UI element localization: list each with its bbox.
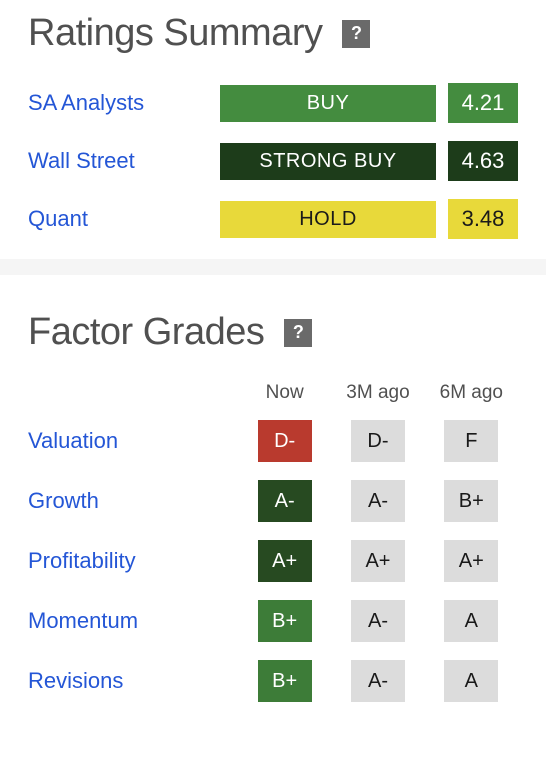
rating-score: 4.21 (448, 83, 518, 123)
factor-link[interactable]: Profitability (28, 548, 238, 574)
factor-link[interactable]: Valuation (28, 428, 238, 454)
grade-cell-wrap: A+ (331, 540, 424, 582)
grade-cell: D- (351, 420, 405, 462)
grade-cell: B+ (258, 600, 312, 642)
grade-cell-wrap: A+ (238, 540, 331, 582)
rating-source-link[interactable]: Quant (28, 206, 208, 232)
ratings-rows-container: SA Analysts BUY 4.21 Wall Street STRONG BUY 4… (28, 83, 518, 239)
grade-cell: A- (351, 660, 405, 702)
grades-col-header: Now (238, 382, 331, 404)
rating-pill: HOLD (220, 201, 436, 238)
rating-source-link[interactable]: SA Analysts (28, 90, 208, 116)
grade-cell: A+ (444, 540, 498, 582)
rating-source-link[interactable]: Wall Street (28, 148, 208, 174)
grades-columns-header: Now 3M ago 6M ago (28, 382, 518, 404)
grade-cell-wrap: B+ (238, 660, 331, 702)
ratings-summary-title: Ratings Summary (28, 12, 322, 55)
grade-cell-wrap: A- (331, 480, 424, 522)
grade-cell-wrap: A+ (425, 540, 518, 582)
grade-cell-wrap: A (425, 600, 518, 642)
grades-row: Profitability A+ A+ A+ (28, 540, 518, 582)
grade-cell: A+ (258, 540, 312, 582)
grade-cell-wrap: A- (331, 660, 424, 702)
grades-row: Momentum B+ A- A (28, 600, 518, 642)
grade-cell: A (444, 660, 498, 702)
grades-rows-container: Valuation D- D- F Growth A- A- B+ Profitability A… (28, 420, 518, 702)
rating-pill: STRONG BUY (220, 143, 436, 180)
factor-link[interactable]: Momentum (28, 608, 238, 634)
grade-cell-wrap: A- (238, 480, 331, 522)
grades-col-header: 6M ago (425, 382, 518, 404)
factor-link[interactable]: Revisions (28, 668, 238, 694)
grades-col-header: 3M ago (331, 382, 424, 404)
grade-cell-wrap: B+ (425, 480, 518, 522)
grade-cell-wrap: D- (238, 420, 331, 462)
grade-cell: A- (351, 480, 405, 522)
factor-grades-section: Factor Grades ? Now 3M ago 6M ago Valuat… (0, 311, 546, 702)
grade-cell: F (444, 420, 498, 462)
grades-row: Growth A- A- B+ (28, 480, 518, 522)
factor-link[interactable]: Growth (28, 488, 238, 514)
grade-cell-wrap: F (425, 420, 518, 462)
grades-row: Revisions B+ A- A (28, 660, 518, 702)
section-divider (0, 259, 546, 275)
rating-pill: BUY (220, 85, 436, 122)
grade-cell-wrap: A- (331, 600, 424, 642)
grade-cell: A- (351, 600, 405, 642)
rating-score: 3.48 (448, 199, 518, 239)
ratings-row: Wall Street STRONG BUY 4.63 (28, 141, 518, 181)
grade-cell: B+ (444, 480, 498, 522)
help-icon[interactable]: ? (284, 319, 312, 347)
grades-label-spacer (28, 382, 238, 404)
ratings-summary-section: Ratings Summary ? SA Analysts BUY 4.21 Wall… (0, 0, 546, 239)
grade-cell-wrap: B+ (238, 600, 331, 642)
ratings-row: SA Analysts BUY 4.21 (28, 83, 518, 123)
grade-cell: A- (258, 480, 312, 522)
grade-cell: A (444, 600, 498, 642)
help-icon[interactable]: ? (342, 20, 370, 48)
grade-cell: A+ (351, 540, 405, 582)
ratings-row: Quant HOLD 3.48 (28, 199, 518, 239)
grade-cell: B+ (258, 660, 312, 702)
factor-grades-title: Factor Grades (28, 311, 264, 354)
factor-grades-header: Factor Grades ? (28, 311, 518, 354)
ratings-summary-header: Ratings Summary ? (28, 12, 518, 55)
grade-cell-wrap: A (425, 660, 518, 702)
grades-row: Valuation D- D- F (28, 420, 518, 462)
grade-cell: D- (258, 420, 312, 462)
rating-score: 4.63 (448, 141, 518, 181)
grade-cell-wrap: D- (331, 420, 424, 462)
